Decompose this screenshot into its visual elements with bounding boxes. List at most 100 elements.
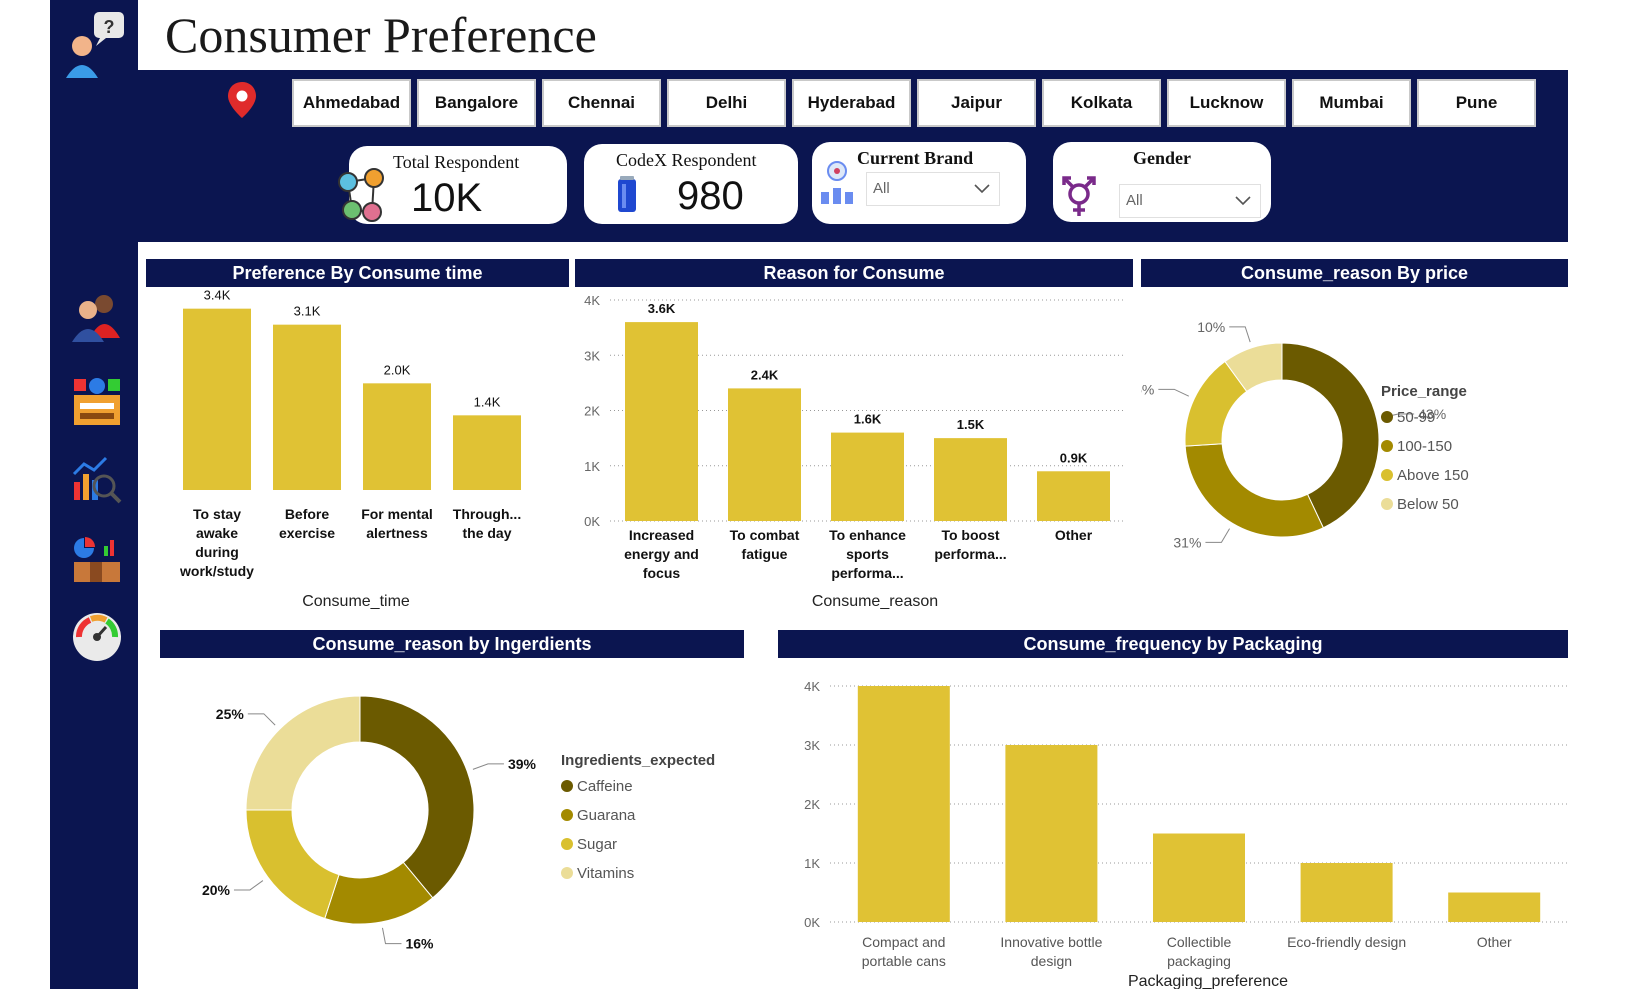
city-button-ahmedabad[interactable]: Ahmedabad [292, 79, 411, 127]
city-button-kolkata[interactable]: Kolkata [1042, 79, 1161, 127]
data-label: 2.0K [384, 362, 411, 377]
consume-reason-chart-title: Reason for Consume [575, 259, 1133, 287]
gender-card: Gender All [1053, 142, 1271, 222]
gauge-icon[interactable] [70, 610, 124, 664]
legend-label: Guarana [577, 807, 636, 824]
bar [1300, 863, 1393, 922]
bar [183, 308, 251, 490]
legend-marker [1381, 469, 1393, 481]
leader-line [472, 763, 504, 770]
category-label: To stay [193, 506, 241, 522]
brand-icon [818, 160, 856, 206]
slice-label: 16% [1141, 381, 1154, 397]
bar [831, 432, 904, 521]
gender-dropdown[interactable]: All [1119, 184, 1261, 218]
city-button-hyderabad[interactable]: Hyderabad [792, 79, 911, 127]
total-respondent-label: Total Respondent [393, 152, 520, 172]
city-button-delhi[interactable]: Delhi [667, 79, 786, 127]
leader-line [247, 713, 276, 726]
leader-line [233, 880, 264, 891]
category-label: focus [643, 565, 681, 581]
category-label: fatigue [742, 546, 788, 562]
donut-slice [1224, 342, 1283, 393]
city-button-pune[interactable]: Pune [1417, 79, 1536, 127]
x-axis-title: Packaging_preference [1128, 973, 1288, 989]
consume-time-chart: 3.4K To stay awake during work/study 3.1K Befo… [179, 290, 521, 610]
y-tick-label: 2K [584, 404, 600, 419]
legend-marker [561, 867, 573, 879]
category-label: Through... [453, 506, 521, 522]
category-label: awake [196, 525, 238, 541]
category-label: For mental [361, 506, 433, 522]
bar [625, 322, 698, 521]
legend-label: Above 150 [1397, 467, 1469, 484]
chevron-down-icon [974, 184, 990, 194]
location-pin-icon [225, 80, 259, 120]
bar [273, 324, 341, 490]
bar [1153, 833, 1245, 922]
y-tick-label: 3K [584, 348, 600, 363]
donut-slice [245, 809, 340, 920]
donut-slice [245, 695, 361, 811]
city-button-mumbai[interactable]: Mumbai [1292, 79, 1411, 127]
page-title: Consumer Preference [165, 7, 597, 63]
leader-line [1205, 528, 1230, 543]
category-label: Increased [629, 527, 694, 543]
category-label: work/study [179, 563, 254, 579]
category-label: Collectible [1167, 934, 1232, 950]
current-brand-dropdown[interactable]: All [866, 172, 1000, 206]
data-label: 2.4K [751, 367, 779, 382]
packaging-chart: 0K 1K 2K 3K 4K Compact and portable cans Innova… [804, 679, 1568, 989]
donut-slice [1184, 443, 1324, 538]
analytics-icon[interactable] [70, 452, 124, 506]
ingredients-chart: 39% 16% 20% 25% Ingredients_expected Caffeine… [202, 695, 715, 952]
data-label: 1.4K [474, 394, 501, 409]
network-people-icon [330, 166, 394, 228]
category-label: the day [462, 525, 511, 541]
data-label: 1.5K [957, 417, 985, 432]
chevron-down-icon [1235, 196, 1251, 206]
y-tick-label: 0K [584, 514, 600, 529]
gender-value: All [1126, 192, 1143, 209]
slice-label: 10% [1197, 319, 1225, 335]
people-icon[interactable] [70, 290, 124, 344]
category-label: design [1031, 953, 1072, 969]
bar [1448, 892, 1541, 922]
category-label: Innovative bottle [1000, 934, 1102, 950]
category-label: during [195, 544, 239, 560]
y-tick-label: 4K [804, 679, 820, 694]
category-label: Eco-friendly design [1287, 934, 1406, 950]
data-label: 3.4K [204, 290, 231, 303]
category-label: packaging [1167, 953, 1231, 969]
city-button-jaipur[interactable]: Jaipur [917, 79, 1036, 127]
bar [1037, 471, 1110, 521]
slice-label: 31% [1173, 534, 1201, 550]
price-chart: 43% 31% 16% 10% Price_range 50-99 100-150 Above… [1141, 319, 1469, 551]
slice-label: 16% [405, 936, 434, 952]
total-respondent-value: 10K [411, 176, 483, 220]
slice-label: 25% [216, 706, 245, 722]
city-button-bangalore[interactable]: Bangalore [417, 79, 536, 127]
category-label: energy and [624, 546, 699, 562]
category-label: alertness [366, 525, 428, 541]
donut-slice [1281, 342, 1380, 529]
city-button-chennai[interactable]: Chennai [542, 79, 661, 127]
codex-respondent-label: CodeX Respondent [616, 150, 757, 170]
category-label: To enhance [829, 527, 906, 543]
y-tick-label: 3K [804, 738, 820, 753]
packaging-chart-title: Consume_frequency by Packaging [778, 630, 1568, 658]
y-tick-label: 1K [584, 459, 600, 474]
help-user-icon[interactable]: ? [60, 8, 130, 78]
x-axis-title: Consume_reason [812, 593, 938, 610]
data-label: 0.9K [1060, 450, 1088, 465]
ingredients-chart-title: Consume_reason by Ingerdients [160, 630, 744, 658]
y-tick-label: 1K [804, 856, 820, 871]
category-label: Before [285, 506, 330, 522]
ingredients-icon[interactable] [70, 375, 124, 429]
y-tick-label: 4K [584, 293, 600, 308]
legend-label: Vitamins [577, 865, 634, 882]
category-label: Compact and [862, 934, 945, 950]
dashboard-icon[interactable] [70, 532, 124, 586]
energy-can-icon [616, 176, 638, 214]
city-button-lucknow[interactable]: Lucknow [1167, 79, 1286, 127]
